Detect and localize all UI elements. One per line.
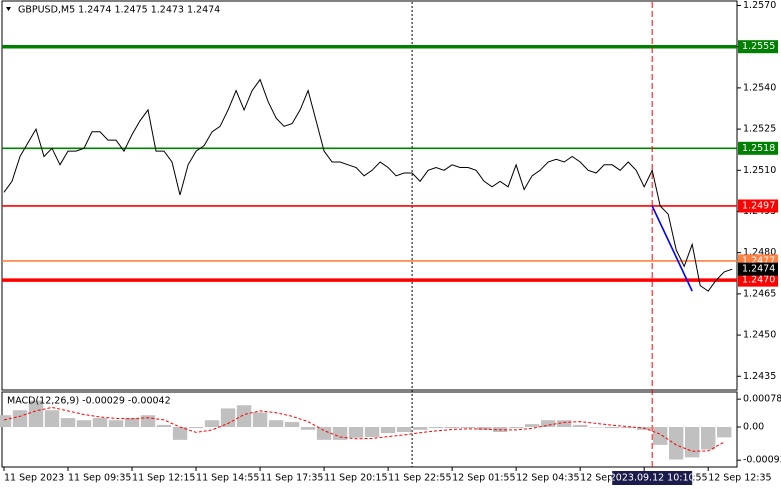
y-tick-label: 1.2450 [743, 330, 776, 341]
level-tag [738, 273, 778, 287]
macd-bar [524, 424, 540, 427]
macd-y-tick-label: 0.00078 [743, 394, 781, 405]
y-tick-label: 1.2525 [743, 124, 776, 135]
macd-bar [396, 427, 412, 432]
macd-bar [556, 420, 572, 427]
macd-bar [76, 420, 92, 427]
macd-bar [332, 427, 348, 440]
macd-bar [220, 408, 236, 427]
macd-bar [380, 427, 396, 434]
macd-bar [540, 420, 556, 427]
macd-bar [60, 418, 76, 427]
x-tick-label: 11 Sep 2023 [4, 473, 64, 484]
x-tick-label: 11 Sep 12:15 [132, 473, 195, 484]
macd-panel-frame [1, 391, 738, 468]
level-tag [738, 141, 778, 155]
price-line [3, 78, 733, 292]
level-tag [738, 40, 778, 54]
macd-bar [252, 412, 268, 427]
macd-bar [684, 427, 700, 458]
macd-bar [316, 427, 332, 440]
macd-bar [588, 427, 604, 428]
macd-bar [28, 400, 44, 427]
macd-bar [108, 420, 124, 427]
price-panel-frame [1, 0, 738, 391]
macd-bar [508, 427, 524, 429]
x-tick-label: 11 Sep 09:35 [68, 473, 131, 484]
macd-bar [620, 427, 636, 429]
x-tick-label: 12 Sep 07:15 [580, 473, 643, 484]
x-tick-label: 11 Sep 17:35 [260, 473, 323, 484]
macd-bar [700, 427, 716, 450]
macd-title: MACD(12,26,9) -0.00029 -0.00042 [7, 396, 171, 407]
trendline [651, 205, 693, 292]
cursor-label-box [612, 471, 693, 485]
macd-bar [668, 427, 684, 460]
macd-bar [172, 427, 188, 440]
macd-bar [188, 427, 204, 429]
macd-bar [604, 427, 620, 429]
title-arrow [6, 7, 11, 11]
x-tick-label: 11 Sep 14:55 [196, 473, 259, 484]
macd-bar [284, 422, 300, 427]
y-tick-label: 1.2570 [743, 0, 776, 11]
macd-bar [716, 427, 732, 438]
macd-bar [12, 410, 28, 427]
macd-bar [428, 427, 444, 429]
level-tag [738, 199, 778, 213]
macd-bar [652, 427, 668, 445]
y-tick-label: 1.2510 [743, 165, 776, 176]
macd-bar [268, 420, 284, 427]
macd-bar [476, 427, 492, 430]
level-tag-label: 1.2518 [742, 143, 775, 154]
chart-title: GBPUSD,M5 1.2474 1.2475 1.2473 1.2474 [18, 5, 220, 16]
current-price-tag [738, 262, 778, 276]
macd-bar [412, 427, 428, 430]
level-tag-label: 1.2555 [742, 41, 775, 52]
macd-bar [364, 427, 380, 437]
level-tag-label: 1.2497 [742, 200, 775, 211]
y-tick-label: 1.2465 [743, 288, 776, 299]
macd-bar [44, 410, 60, 427]
x-tick-label: 12 Sep 01:55 [452, 473, 515, 484]
macd-bar [92, 418, 108, 427]
x-tick-label: 11 Sep 22:55 [388, 473, 451, 484]
macd-y-tick-label: 0.00 [743, 422, 764, 433]
macd-bar [0, 415, 12, 427]
macd-y-tick-label: -0.00093 [743, 455, 781, 466]
y-tick-label: 1.2435 [743, 371, 776, 382]
macd-bar [156, 424, 172, 427]
macd-bar [572, 424, 588, 427]
macd-bar [460, 427, 476, 429]
cursor-label: 2023.09.12 10:10 [610, 473, 695, 484]
current-price-label: 1.2474 [742, 264, 775, 275]
x-tick-label: 11 Sep 20:15 [324, 473, 387, 484]
macd-bar [444, 427, 460, 429]
y-tick-label: 1.2480 [743, 247, 776, 258]
macd-bar [348, 427, 364, 438]
macd-bar [124, 418, 140, 427]
macd-signal [3, 406, 725, 452]
y-tick-label: 1.2540 [743, 82, 776, 93]
macd-bar [140, 415, 156, 427]
macd-bar [204, 420, 220, 427]
level-tag-label: 1.2470 [742, 275, 775, 286]
level-tag-label: 1.2477 [742, 255, 775, 266]
x-tick-label: 12 Sep 04:35 [516, 473, 579, 484]
macd-bar [300, 427, 316, 430]
x-tick-label: 12 Sep 12:35 [708, 473, 771, 484]
macd-bar [236, 405, 252, 427]
